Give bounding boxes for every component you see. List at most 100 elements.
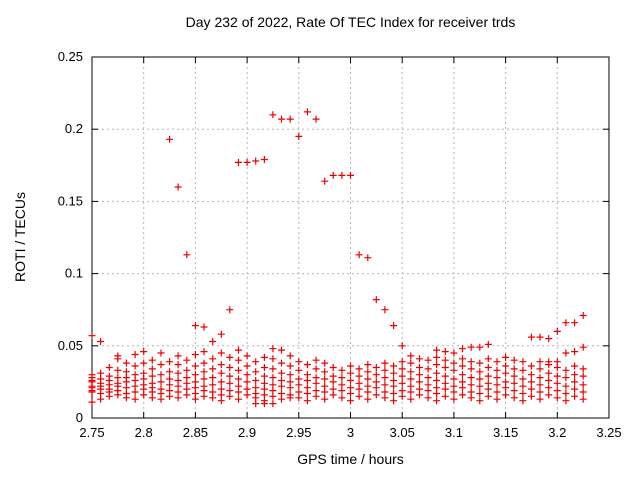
data-point (407, 375, 415, 383)
x-tick-label: 3 (347, 425, 354, 440)
data-point (381, 374, 389, 382)
data-point (364, 368, 372, 376)
x-tick-label: 2.75 (79, 425, 104, 440)
data-point (321, 382, 329, 390)
data-point (286, 362, 294, 370)
data-point (312, 115, 320, 123)
data-point (571, 392, 579, 400)
data-point (329, 385, 337, 393)
data-point (381, 366, 389, 374)
data-point (157, 361, 165, 369)
data-point (579, 388, 587, 396)
data-point (579, 365, 587, 373)
data-point (536, 333, 544, 341)
data-point (269, 355, 277, 363)
data-point (441, 348, 449, 356)
data-point (217, 330, 225, 338)
data-point (88, 371, 96, 379)
data-point (157, 385, 165, 393)
data-point (441, 372, 449, 380)
data-point (226, 379, 234, 387)
data-point (235, 356, 242, 364)
data-point (390, 397, 398, 405)
data-point (347, 362, 354, 370)
data-point (174, 361, 182, 369)
data-point (519, 366, 527, 374)
x-tick-label: 2.8 (135, 425, 153, 440)
data-point (148, 372, 156, 380)
data-point (131, 395, 139, 403)
data-point (502, 378, 510, 386)
data-point (398, 365, 406, 373)
data-point (433, 397, 441, 405)
x-tick-label: 2.95 (286, 425, 311, 440)
data-point (260, 364, 268, 371)
data-point (183, 374, 191, 382)
data-point (312, 365, 320, 373)
data-point (493, 395, 501, 403)
data-point (269, 381, 277, 389)
data-point (536, 395, 544, 403)
data-point (122, 368, 130, 376)
data-point (527, 392, 535, 400)
data-point (278, 359, 285, 367)
data-point (553, 358, 561, 366)
data-point (157, 378, 165, 386)
data-point (424, 356, 432, 364)
data-point (131, 362, 139, 370)
data-point (536, 365, 544, 373)
data-point (571, 371, 579, 379)
data-point (390, 390, 398, 397)
data-point (398, 358, 406, 366)
data-point (424, 374, 432, 382)
data-point (433, 361, 441, 369)
data-point (416, 378, 423, 386)
data-point (338, 366, 346, 374)
data-point (329, 171, 337, 179)
data-point (226, 372, 234, 380)
data-point (493, 366, 501, 374)
data-point (166, 358, 174, 366)
data-point (157, 349, 165, 357)
data-point (321, 368, 329, 376)
data-point (467, 381, 475, 389)
data-point (148, 365, 156, 373)
data-point (390, 362, 398, 370)
data-point (269, 345, 277, 353)
data-point (88, 398, 96, 406)
data-point (493, 358, 501, 366)
data-point (476, 375, 484, 383)
y-tick-label: 0.15 (58, 193, 83, 208)
data-point (166, 368, 174, 376)
data-point (191, 371, 199, 379)
data-point (303, 397, 311, 405)
data-point (217, 369, 225, 377)
data-point (390, 377, 398, 384)
data-point (191, 362, 199, 370)
data-point (381, 388, 389, 396)
data-point (493, 374, 501, 382)
x-tick-label: 3.05 (390, 425, 415, 440)
data-point (303, 384, 311, 392)
data-point (295, 358, 303, 366)
data-point (433, 377, 441, 384)
data-point (243, 362, 251, 370)
data-point (295, 366, 303, 374)
data-point (459, 362, 466, 370)
data-point (338, 374, 346, 382)
data-point (372, 391, 380, 399)
data-point (450, 359, 458, 367)
data-point (416, 364, 423, 371)
data-point (252, 377, 260, 384)
data-point (200, 359, 208, 367)
data-point (407, 352, 415, 360)
data-point (579, 381, 587, 389)
data-point (278, 346, 285, 354)
data-point (312, 374, 320, 382)
data-point (347, 369, 354, 377)
data-point (347, 397, 354, 405)
y-tick-label: 0.05 (58, 338, 83, 353)
data-point (243, 158, 251, 166)
data-point (278, 115, 285, 123)
